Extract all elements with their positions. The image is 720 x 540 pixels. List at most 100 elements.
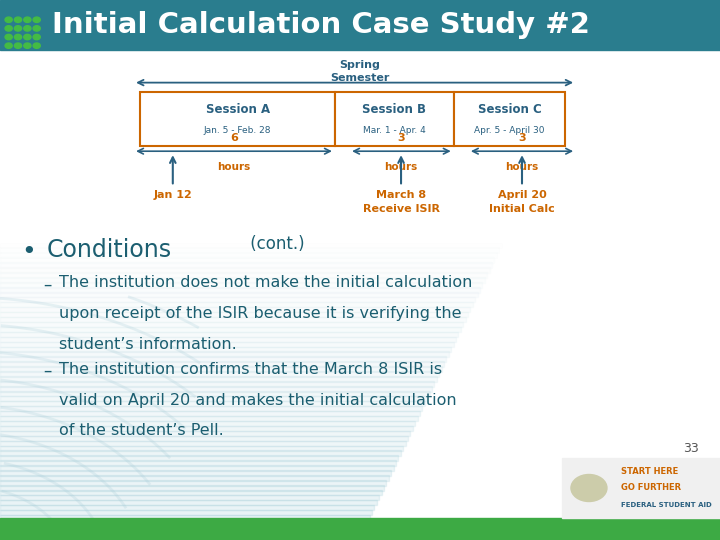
Bar	[0, 292, 477, 298]
Bar	[0, 262, 492, 268]
Bar	[140, 92, 335, 146]
Circle shape	[14, 26, 22, 31]
Circle shape	[14, 35, 22, 40]
Text: 6: 6	[230, 133, 238, 143]
Bar	[0, 302, 473, 307]
Text: hours: hours	[217, 162, 251, 172]
Bar	[0, 505, 374, 510]
Bar	[0, 450, 401, 456]
Bar	[0, 519, 367, 525]
Bar	[0, 0, 720, 50]
Bar	[0, 287, 480, 293]
Text: of the student’s Pell.: of the student’s Pell.	[59, 423, 224, 438]
Text: 3: 3	[518, 133, 526, 143]
Bar	[0, 381, 434, 387]
Text: FEDERAL STUDENT AID: FEDERAL STUDENT AID	[621, 502, 711, 508]
Bar	[0, 475, 389, 481]
Text: Conditions: Conditions	[47, 238, 172, 261]
Text: 33: 33	[683, 442, 698, 455]
Text: Spring: Spring	[340, 60, 380, 70]
Text: –: –	[43, 275, 52, 293]
Bar	[0, 406, 423, 411]
Bar	[0, 282, 482, 287]
Text: Session C: Session C	[477, 103, 541, 116]
Bar	[0, 267, 490, 273]
Text: The institution confirms that the March 8 ISIR is: The institution confirms that the March …	[59, 362, 442, 377]
Bar	[0, 366, 441, 372]
Bar	[0, 518, 720, 540]
Bar	[0, 470, 391, 476]
Bar	[0, 352, 449, 357]
Bar	[0, 500, 377, 505]
Bar	[0, 480, 387, 485]
Text: Semester: Semester	[330, 73, 390, 83]
Text: Initial Calc: Initial Calc	[489, 204, 555, 214]
Circle shape	[24, 17, 31, 23]
Bar	[0, 416, 418, 421]
Circle shape	[33, 26, 40, 31]
Bar	[0, 297, 475, 302]
Bar	[0, 530, 362, 535]
Text: START HERE: START HERE	[621, 467, 678, 476]
Text: Jan 12: Jan 12	[153, 190, 192, 200]
Bar	[0, 247, 499, 253]
Bar	[0, 485, 384, 490]
Bar	[0, 446, 403, 451]
Bar	[0, 441, 405, 446]
Bar	[0, 535, 360, 540]
Bar	[0, 396, 427, 401]
Bar	[0, 411, 420, 416]
Bar	[0, 431, 410, 436]
Text: Session A: Session A	[205, 103, 270, 116]
Bar	[0, 347, 451, 352]
Circle shape	[14, 43, 22, 49]
Text: April 20: April 20	[498, 190, 546, 200]
Text: hours: hours	[505, 162, 539, 172]
Circle shape	[33, 17, 40, 23]
Circle shape	[24, 26, 31, 31]
Bar	[0, 317, 466, 322]
Bar	[335, 92, 454, 146]
Bar	[0, 242, 502, 248]
Text: Jan. 5 - Feb. 28: Jan. 5 - Feb. 28	[204, 126, 271, 135]
Text: –: –	[43, 362, 52, 380]
Bar	[0, 495, 379, 501]
Circle shape	[24, 35, 31, 40]
Bar	[0, 277, 485, 282]
Bar	[0, 361, 444, 367]
Text: March 8: March 8	[376, 190, 426, 200]
Text: student’s information.: student’s information.	[59, 337, 237, 352]
Bar	[0, 421, 415, 426]
Bar	[0, 312, 468, 317]
Bar	[0, 391, 430, 396]
Bar	[0, 372, 439, 377]
Text: valid on April 20 and makes the initial calculation: valid on April 20 and makes the initial …	[59, 393, 456, 408]
Bar	[454, 92, 565, 146]
Text: •: •	[22, 240, 36, 264]
Text: GO FURTHER: GO FURTHER	[621, 483, 681, 492]
Bar	[0, 465, 394, 471]
Bar	[0, 490, 382, 496]
Bar	[0, 460, 396, 465]
Text: hours: hours	[384, 162, 418, 172]
Text: Receive ISIR: Receive ISIR	[363, 204, 439, 214]
Bar	[0, 515, 369, 520]
Text: 3: 3	[397, 133, 405, 143]
Bar	[562, 458, 720, 518]
Bar	[0, 307, 470, 312]
Bar	[0, 376, 437, 382]
Bar	[0, 341, 454, 347]
Bar	[0, 436, 408, 441]
Bar	[0, 253, 497, 258]
Circle shape	[33, 35, 40, 40]
Text: The institution does not make the initial calculation: The institution does not make the initia…	[59, 275, 472, 291]
Bar	[0, 525, 365, 530]
Bar	[0, 327, 461, 332]
Bar	[0, 356, 446, 362]
Circle shape	[5, 17, 12, 23]
Text: Session B: Session B	[362, 103, 426, 116]
Bar	[0, 272, 487, 278]
Bar	[0, 401, 425, 406]
Text: upon receipt of the ISIR because it is verifying the: upon receipt of the ISIR because it is v…	[59, 306, 462, 321]
Circle shape	[14, 17, 22, 23]
